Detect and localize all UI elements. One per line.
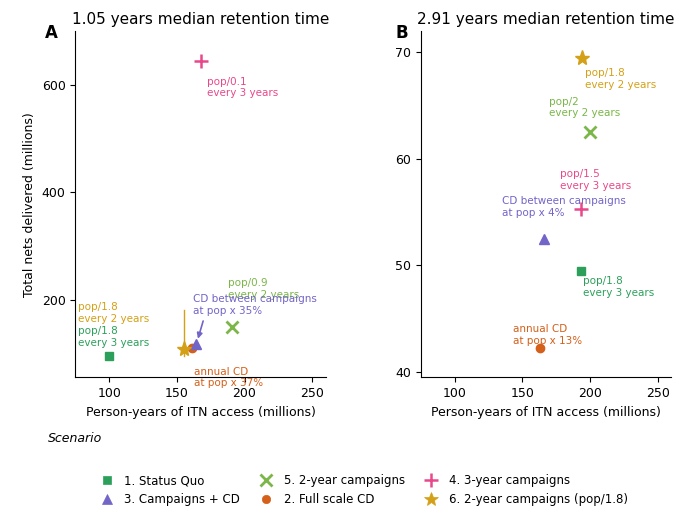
Text: pop/1.8
every 2 years: pop/1.8 every 2 years bbox=[78, 302, 149, 324]
Text: pop/1.8
every 2 years: pop/1.8 every 2 years bbox=[585, 68, 656, 90]
Legend: 1. Status Quo, 3. Campaigns + CD, 5. 2-year campaigns, 2. Full scale CD, 4. 3-ye: 1. Status Quo, 3. Campaigns + CD, 5. 2-y… bbox=[95, 474, 628, 506]
Text: CD between campaigns
at pop x 35%: CD between campaigns at pop x 35% bbox=[193, 294, 317, 316]
Text: pop/2
every 2 years: pop/2 every 2 years bbox=[549, 97, 621, 118]
Title: 1.05 years median retention time: 1.05 years median retention time bbox=[72, 12, 329, 27]
X-axis label: Person-years of ITN access (millions): Person-years of ITN access (millions) bbox=[86, 406, 316, 419]
X-axis label: Person-years of ITN access (millions): Person-years of ITN access (millions) bbox=[431, 406, 661, 419]
Text: pop/1.8
every 3 years: pop/1.8 every 3 years bbox=[584, 276, 655, 298]
Title: 2.91 years median retention time: 2.91 years median retention time bbox=[417, 12, 675, 27]
Text: Scenario: Scenario bbox=[48, 432, 102, 445]
Text: pop/1.8
every 3 years: pop/1.8 every 3 years bbox=[78, 326, 149, 348]
Text: B: B bbox=[396, 24, 408, 42]
Text: annual CD
at pop x 37%: annual CD at pop x 37% bbox=[195, 367, 264, 388]
Text: pop/0.9
every 2 years: pop/0.9 every 2 years bbox=[228, 278, 299, 299]
Text: pop/0.1
every 3 years: pop/0.1 every 3 years bbox=[207, 77, 278, 98]
Text: pop/1.5
every 3 years: pop/1.5 every 3 years bbox=[560, 169, 632, 191]
Text: A: A bbox=[45, 24, 58, 42]
Text: CD between campaigns
at pop x 4%: CD between campaigns at pop x 4% bbox=[502, 196, 626, 218]
Text: annual CD
at pop x 13%: annual CD at pop x 13% bbox=[513, 324, 582, 346]
Y-axis label: Total nets delivered (millions): Total nets delivered (millions) bbox=[23, 112, 36, 297]
